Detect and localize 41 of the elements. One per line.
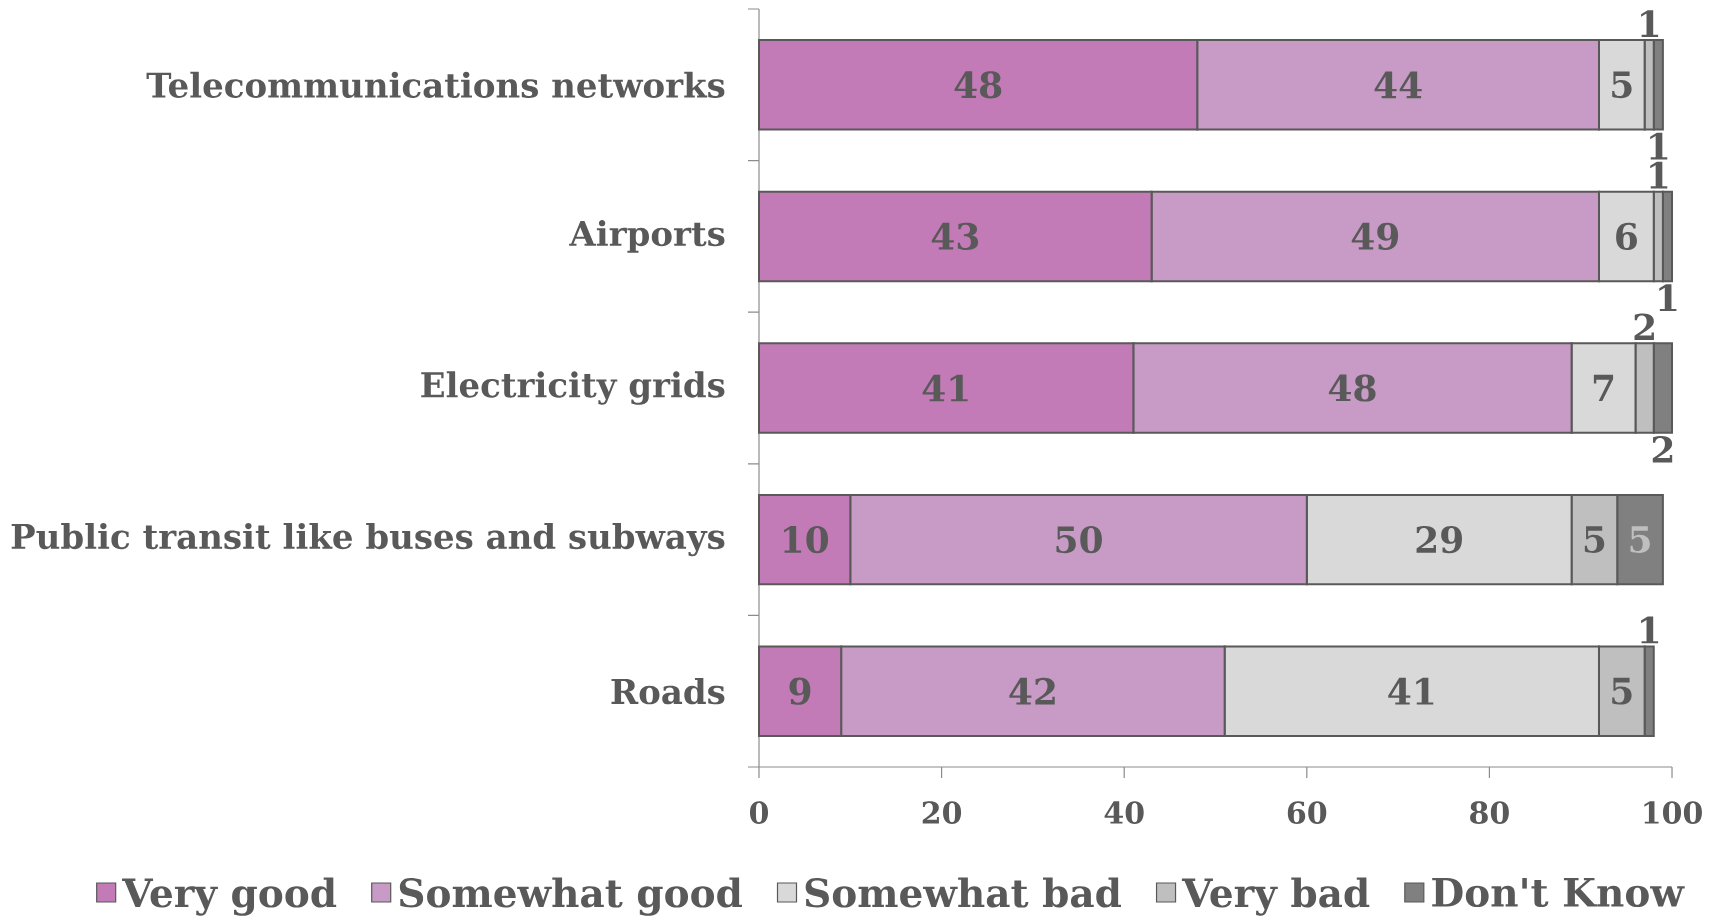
data-label: 43 [931, 222, 979, 251]
data-label: 1 [1659, 284, 1677, 312]
data-label: 9 [789, 677, 811, 705]
data-label: 49 [1351, 222, 1399, 251]
data-label: 10 [784, 525, 829, 554]
data-label: 1 [1641, 616, 1659, 644]
data-label: 2 [1652, 435, 1673, 463]
x-tick-label: 40 [1104, 801, 1144, 824]
legend-label: Somewhat bad [805, 877, 1122, 908]
legend-label: Somewhat good [399, 877, 742, 916]
y-tick-label: Public transit like buses and subways [11, 522, 725, 557]
data-label: 29 [1416, 525, 1462, 554]
data-label: 1 [1650, 161, 1668, 189]
y-tick-label: Airports [569, 219, 725, 253]
data-label: 48 [1328, 374, 1376, 402]
legend-label: Very good [122, 877, 337, 916]
data-label: 50 [1056, 525, 1102, 554]
data-label: 1 [1650, 132, 1668, 160]
x-tick-label: 100 [1644, 801, 1702, 824]
y-tick-label: Telecommunications networks [146, 71, 725, 98]
x-tick-label: 20 [922, 801, 962, 824]
y-tick-label: Electricity grids [421, 371, 725, 405]
x-tick-label: 60 [1287, 801, 1327, 824]
data-label: 5 [1612, 71, 1632, 99]
data-label: 44 [1374, 71, 1422, 99]
data-label: 1 [1641, 10, 1659, 37]
x-tick-label: 80 [1470, 801, 1509, 824]
data-label: 7 [1593, 374, 1614, 402]
x-tick-label: 0 [749, 801, 769, 824]
legend-label: Very bad [1181, 877, 1370, 916]
data-label: 5 [1612, 677, 1632, 705]
y-tick-label: Roads [611, 678, 725, 705]
data-label: 41 [922, 374, 968, 402]
data-label: 41 [1388, 677, 1434, 705]
data-label: 6 [1616, 222, 1637, 251]
data-label: 48 [954, 71, 1002, 99]
data-label: 2 [1634, 313, 1654, 341]
legend-label: Don't Know [1432, 878, 1685, 908]
data-label: 5 [1584, 526, 1605, 553]
data-label: 42 [1009, 677, 1055, 705]
data-label: 5 [1630, 526, 1650, 553]
